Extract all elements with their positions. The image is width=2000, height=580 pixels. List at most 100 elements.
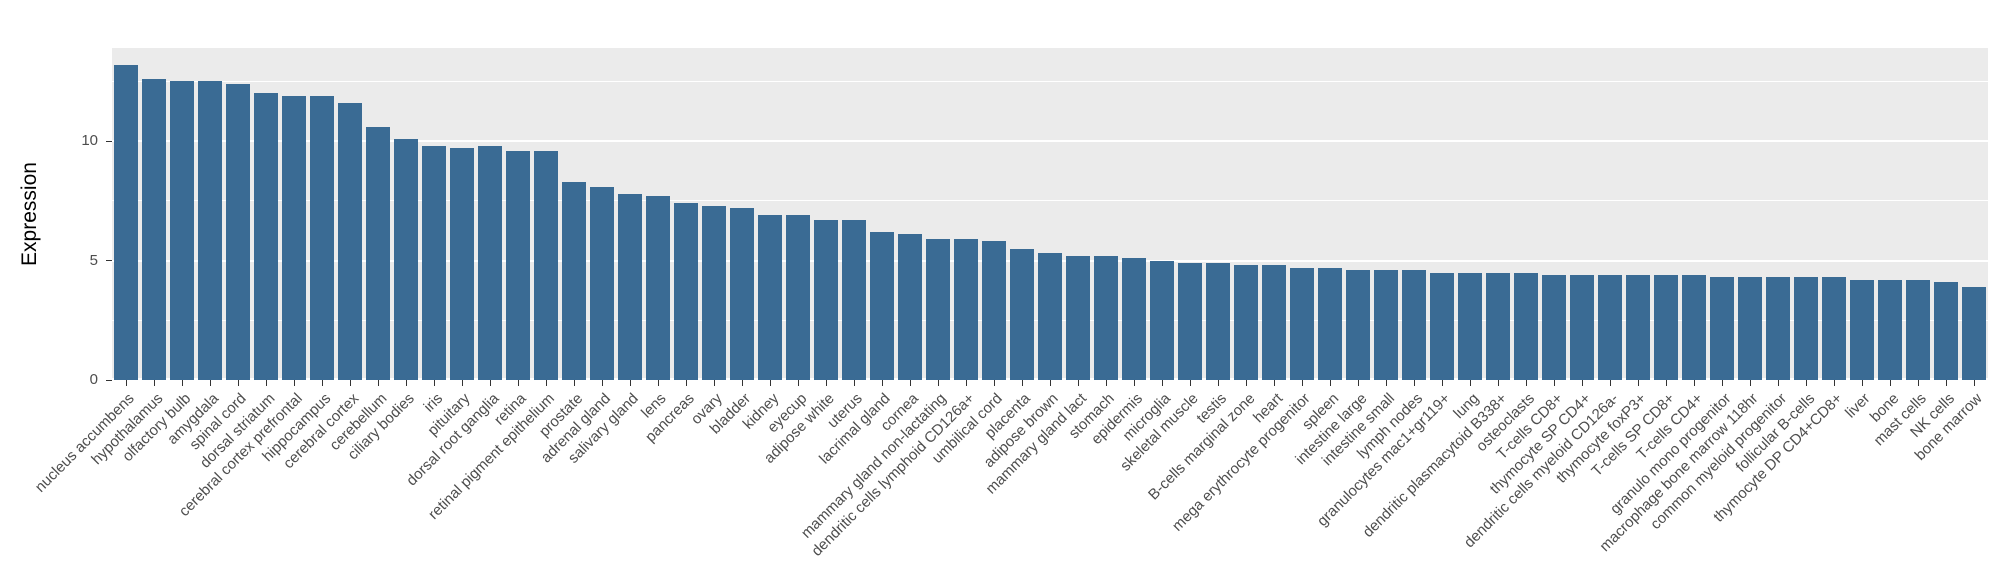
bar xyxy=(842,219,866,380)
x-tick-mark xyxy=(1637,380,1639,386)
bar xyxy=(646,196,670,380)
x-tick-mark xyxy=(1385,380,1387,386)
x-tick-mark xyxy=(1693,380,1695,386)
bar xyxy=(1962,286,1986,380)
x-tick-mark xyxy=(1581,380,1583,386)
bar xyxy=(394,138,418,380)
bar xyxy=(1766,277,1790,380)
x-tick-mark xyxy=(1161,380,1163,386)
x-tick-mark xyxy=(1609,380,1611,386)
x-tick-mark xyxy=(1049,380,1051,386)
x-tick-mark xyxy=(1469,380,1471,386)
minor-gridline xyxy=(112,200,1988,202)
x-tick-mark xyxy=(433,380,435,386)
y-axis: 0 5 10 xyxy=(0,48,112,388)
y-tick-mark xyxy=(106,260,112,262)
x-tick-mark xyxy=(1245,380,1247,386)
bar xyxy=(534,150,558,380)
x-tick-mark xyxy=(125,380,127,386)
bar xyxy=(1570,274,1594,380)
x-tick-mark xyxy=(853,380,855,386)
bar xyxy=(282,95,306,380)
x-tick-mark xyxy=(181,380,183,386)
x-tick-mark xyxy=(1077,380,1079,386)
bar xyxy=(1010,248,1034,380)
y-tick-label: 5 xyxy=(89,251,98,269)
bar xyxy=(590,186,614,380)
x-tick-mark xyxy=(489,380,491,386)
x-tick-mark xyxy=(1105,380,1107,386)
bar xyxy=(1122,258,1146,380)
bar xyxy=(170,81,194,380)
x-tick-mark xyxy=(1329,380,1331,386)
x-tick-mark xyxy=(1273,380,1275,386)
x-tick-mark xyxy=(1777,380,1779,386)
x-tick-mark xyxy=(685,380,687,386)
bar xyxy=(198,81,222,380)
x-tick-mark xyxy=(937,380,939,386)
x-tick-mark xyxy=(1553,380,1555,386)
x-tick-mark xyxy=(1497,380,1499,386)
bar xyxy=(870,231,894,380)
x-tick-mark xyxy=(1301,380,1303,386)
x-tick-mark xyxy=(657,380,659,386)
bar xyxy=(366,126,390,380)
x-tick-mark xyxy=(1189,380,1191,386)
x-tick-mark xyxy=(1721,380,1723,386)
bar xyxy=(926,239,950,380)
bar xyxy=(1290,267,1314,380)
x-tick-mark xyxy=(517,380,519,386)
bar xyxy=(1038,253,1062,380)
bar xyxy=(1150,260,1174,380)
bar xyxy=(1822,277,1846,380)
x-tick-mark xyxy=(461,380,463,386)
x-tick-mark xyxy=(1973,380,1975,386)
bar xyxy=(1878,279,1902,380)
x-tick-mark xyxy=(601,380,603,386)
x-tick-mark xyxy=(965,380,967,386)
bar xyxy=(310,95,334,380)
y-tick-mark xyxy=(106,379,112,381)
x-tick-mark xyxy=(909,380,911,386)
bar xyxy=(1206,262,1230,380)
x-tick-mark xyxy=(1833,380,1835,386)
bar xyxy=(982,241,1006,380)
bar xyxy=(114,64,138,380)
x-tick-mark xyxy=(1413,380,1415,386)
x-tick-mark xyxy=(993,380,995,386)
bar xyxy=(898,234,922,380)
bar xyxy=(1906,279,1930,380)
bar xyxy=(1934,282,1958,380)
x-tick-mark xyxy=(573,380,575,386)
bar xyxy=(562,181,586,380)
bar xyxy=(478,145,502,380)
x-tick-mark xyxy=(1861,380,1863,386)
bar xyxy=(954,239,978,380)
bar xyxy=(1738,277,1762,380)
x-tick-mark xyxy=(1357,380,1359,386)
x-tick-mark xyxy=(293,380,295,386)
x-tick-mark xyxy=(1525,380,1527,386)
y-tick-label: 0 xyxy=(89,371,98,388)
y-tick-mark xyxy=(106,140,112,142)
x-tick-mark xyxy=(769,380,771,386)
bar xyxy=(1094,255,1118,380)
bar xyxy=(1486,272,1510,380)
plot-panel xyxy=(112,48,1988,380)
x-tick-mark xyxy=(1917,380,1919,386)
x-tick-mark xyxy=(377,380,379,386)
bar xyxy=(450,148,474,380)
bar xyxy=(702,205,726,380)
bar xyxy=(786,215,810,380)
x-tick-mark xyxy=(1889,380,1891,386)
bar xyxy=(1626,274,1650,380)
x-tick-mark xyxy=(1217,380,1219,386)
x-tick-mark xyxy=(237,380,239,386)
x-tick-mark xyxy=(153,380,155,386)
x-tick-mark xyxy=(349,380,351,386)
bar xyxy=(142,79,166,380)
bar xyxy=(1542,274,1566,380)
x-tick-mark xyxy=(1133,380,1135,386)
bar xyxy=(730,208,754,380)
major-gridline xyxy=(112,140,1988,143)
